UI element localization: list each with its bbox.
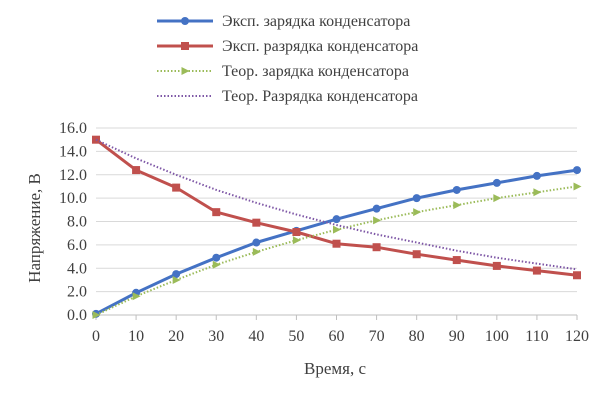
legend: Эксп. зарядка конденсатора Эксп. разрядка… (157, 13, 418, 105)
y-tick-label: 14.0 (59, 143, 87, 160)
data-point-square (372, 243, 381, 252)
data-point-triangle (533, 188, 542, 197)
series-3 (92, 182, 582, 319)
data-point-triangle (373, 216, 382, 225)
data-point-triangle (181, 67, 190, 75)
x-tick-label: 20 (168, 328, 184, 345)
data-point-circle (372, 204, 381, 213)
x-tick-label: 80 (409, 328, 425, 345)
legend-item-4: Теор. Разрядка конденсатора (157, 88, 418, 105)
series-layer (92, 135, 582, 319)
x-tick-label: 120 (565, 328, 589, 345)
series-line (95, 138, 578, 271)
y-tick-label: 6.0 (67, 237, 87, 254)
legend-item-1: Эксп. зарядка конденсатора (157, 13, 410, 30)
data-point-square (532, 266, 541, 275)
y-tick-label: 10.0 (59, 190, 87, 207)
data-point-circle (181, 17, 189, 25)
legend-label: Теор. Разрядка конденсатора (222, 88, 418, 105)
y-tick-label: 4.0 (67, 260, 87, 277)
legend-label: Теор. зарядка конденсатора (222, 63, 409, 80)
data-point-square (332, 239, 341, 248)
data-point-square (92, 135, 100, 144)
data-point-square (573, 271, 581, 280)
data-point-circle (532, 171, 541, 180)
x-tick-label: 90 (449, 328, 465, 345)
x-axis-title: Время, с (304, 359, 366, 378)
x-tick-label: 100 (485, 328, 509, 345)
legend-label: Эксп. разрядка конденсатора (222, 38, 418, 55)
data-point-square (412, 250, 421, 259)
data-point-triangle (252, 247, 261, 256)
data-point-triangle (92, 311, 101, 319)
y-tick-label: 16.0 (59, 120, 87, 137)
data-point-circle (573, 166, 581, 175)
data-point-square (292, 228, 301, 237)
data-point-circle (172, 270, 181, 279)
data-point-circle (332, 215, 341, 224)
legend-label: Эксп. зарядка конденсатора (222, 13, 410, 30)
x-tick-label: 50 (288, 328, 304, 345)
data-point-circle (452, 185, 461, 194)
data-point-square (212, 208, 221, 217)
data-point-circle (252, 238, 261, 247)
legend-item-3: Теор. зарядка конденсатора (157, 63, 409, 80)
data-point-triangle (132, 292, 141, 301)
data-point-circle (212, 253, 221, 262)
x-tick-label: 30 (208, 328, 224, 345)
y-tick-label: 8.0 (67, 214, 87, 231)
y-axis-title: Напряжение, В (25, 173, 44, 283)
y-tick-label: 0.0 (67, 307, 87, 324)
x-tick-label: 0 (92, 328, 100, 345)
data-point-triangle (292, 236, 301, 245)
data-point-square (492, 261, 501, 270)
y-tick-label: 12.0 (59, 167, 87, 184)
series-line (95, 185, 578, 316)
data-point-square (252, 218, 261, 227)
series-line (95, 138, 578, 277)
data-point-square (181, 42, 189, 50)
data-point-triangle (573, 182, 582, 191)
legend-item-2: Эксп. разрядка конденсатора (157, 38, 418, 55)
x-tick-label: 70 (369, 328, 385, 345)
data-point-triangle (493, 194, 502, 203)
data-point-triangle (453, 201, 462, 210)
series-2 (92, 135, 581, 280)
data-point-square (132, 166, 141, 175)
data-point-triangle (212, 260, 221, 269)
data-point-square (452, 256, 461, 265)
data-point-circle (412, 194, 421, 203)
axes: 0.0 2.0 4.0 6.0 8.0 10.0 12.0 14.0 16.0 0 10 20 30 40… (59, 120, 589, 345)
data-point-triangle (172, 275, 181, 284)
series-4 (95, 138, 578, 271)
data-point-triangle (333, 225, 341, 234)
data-point-triangle (413, 208, 422, 217)
y-tick-label: 2.0 (67, 284, 87, 301)
x-tick-label: 40 (248, 328, 264, 345)
x-tick-label: 10 (128, 328, 144, 345)
x-tick-label: 60 (329, 328, 345, 345)
data-point-circle (492, 178, 501, 187)
x-tick-label: 110 (525, 328, 548, 345)
data-point-square (172, 183, 181, 192)
